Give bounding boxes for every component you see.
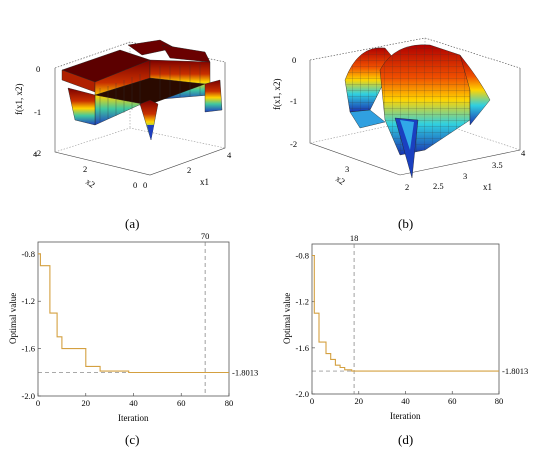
y-tick-label-c-2: -1.6 [22, 344, 35, 354]
x-tick-label-d-4: 80 [495, 396, 504, 406]
y-tick-label-c-0: -0.8 [22, 249, 35, 259]
x1-axis-label-a: x1 [200, 177, 209, 187]
x1-tick-a-0: 0 [143, 180, 147, 190]
panel-label-d: (d) [398, 432, 413, 447]
x-tick-label-c-2: 40 [129, 398, 138, 408]
panel-label-a: (a) [125, 216, 139, 231]
y-tick-label-c-3: -2.0 [22, 391, 35, 401]
optimum-label-c: -1.8013 [232, 367, 258, 377]
x1-ticks-a: 0 2 4 [143, 150, 232, 190]
z-tick-a-1: -1 [34, 107, 41, 117]
x2-tick-a-1: 2 [83, 164, 87, 174]
x-tick-label-d-1: 20 [355, 396, 364, 406]
x2-ticks-b: 3 2 [345, 164, 409, 192]
z-tick-a-0: 0 [36, 64, 40, 74]
x-tick-label-c-1: 20 [82, 398, 91, 408]
x-axis-label-d: Iteration [390, 411, 421, 421]
surface-plot-b: 0 -1 -2 2.5 3 3.5 4 3 2 f(x1, x2) x1 x2 [272, 37, 526, 192]
x2-axis-label-a: x2 [84, 176, 97, 189]
line-chart-c: 0 20 40 60 80 -0.8 -1.2 -1.6 -2.0 -1.8013 70 Optim… [8, 231, 258, 423]
z-tick-b-2: -2 [290, 139, 297, 149]
z-ticks-b: 0 -1 -2 [290, 55, 297, 149]
y-tick-label-c-1: -1.2 [22, 296, 35, 306]
z-tick-a-2: -2 [34, 148, 41, 158]
x-tick-label-c-4: 80 [225, 398, 234, 408]
x1-tick-a-1: 2 [187, 165, 191, 175]
x-tick-label-d-3: 60 [448, 396, 457, 406]
x-tick-label-c-3: 60 [177, 398, 186, 408]
x1-tick-a-2: 4 [227, 150, 232, 160]
panel-label-c: (c) [125, 432, 139, 447]
surface-a [61, 39, 223, 141]
x1-axis-label-b: x1 [483, 182, 492, 192]
x-axis-label-c: Iteration [118, 413, 149, 423]
x1-tick-b-3: 4 [521, 148, 526, 158]
x-tick-label-d-0: 0 [310, 396, 314, 406]
x-tick-label-d-2: 40 [401, 396, 410, 406]
x2-tick-b-0: 3 [345, 164, 349, 174]
x2-ticks-a: 4 2 0 [33, 149, 137, 190]
x2-tick-a-0: 4 [33, 149, 38, 159]
surface-plot-a: 0 -1 -2 0 2 4 4 2 0 f(x1, x2) x1 x2 [14, 39, 232, 190]
y-tick-label-d-1: -1.2 [296, 297, 309, 307]
y-tick-label-d-2: -1.6 [296, 343, 309, 353]
x2-tick-b-1: 2 [405, 182, 409, 192]
marker-label-d: 18 [350, 233, 359, 243]
z-axis-label-a: f(x1, x2) [14, 84, 24, 116]
x1-tick-b-2: 3.5 [492, 160, 503, 170]
optimum-label-d: -1.8013 [502, 366, 528, 376]
x1-tick-b-0: 2.5 [433, 181, 444, 191]
x-tick-label-c-0: 0 [36, 398, 40, 408]
line-chart-d: 0 20 40 60 80 -0.8 -1.2 -1.6 -2.0 -1.8013 18 Optim… [282, 233, 528, 421]
z-tick-b-0: 0 [292, 55, 296, 65]
y-tick-label-d-0: -0.8 [296, 251, 309, 261]
panel-label-b: (b) [398, 216, 413, 231]
x1-tick-b-1: 3 [463, 171, 467, 181]
x2-tick-a-2: 0 [133, 180, 137, 190]
x1-ticks-b: 2.5 3 3.5 4 [433, 148, 526, 191]
axes-c: 0 20 40 60 80 -0.8 -1.2 -1.6 -2.0 -1.8013 70 [22, 231, 259, 408]
surface-b [344, 44, 491, 179]
y-axis-label-c: Optimal value [8, 293, 18, 344]
y-axis-label-d: Optimal value [282, 293, 292, 344]
axes-d: 0 20 40 60 80 -0.8 -1.2 -1.6 -2.0 -1.8013 18 [296, 233, 529, 406]
z-axis-label-b: f(x1, x2) [272, 79, 282, 111]
z-tick-b-1: -1 [290, 96, 297, 106]
y-tick-label-d-3: -2.0 [296, 389, 309, 399]
series-line-d-0 [312, 254, 499, 372]
z-ticks-a: 0 -1 -2 [34, 64, 41, 158]
series-line-c-0 [38, 253, 229, 374]
marker-label-c: 70 [201, 231, 210, 241]
x2-axis-label-b: x2 [334, 173, 347, 186]
